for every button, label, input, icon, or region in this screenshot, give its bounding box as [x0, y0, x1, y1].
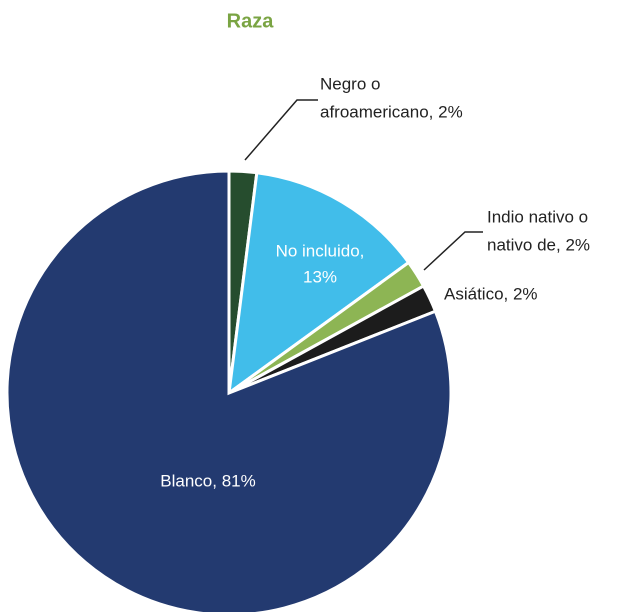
- data-label: afroamericano, 2%: [320, 102, 463, 121]
- chart-title: Raza: [227, 10, 275, 32]
- leader-line: [423, 231, 483, 271]
- pie-slice: [5, 169, 453, 612]
- data-label: Indio nativo o: [487, 207, 588, 226]
- data-label: nativo de, 2%: [487, 235, 590, 254]
- pie-slice: [227, 171, 411, 397]
- data-label: Asiático, 2%: [444, 284, 538, 303]
- data-label: 13%: [303, 267, 337, 286]
- data-label: No incluido,: [276, 241, 365, 260]
- data-label: Negro o: [320, 74, 380, 93]
- data-label: Blanco, 81%: [160, 471, 255, 490]
- leader-line: [244, 99, 318, 161]
